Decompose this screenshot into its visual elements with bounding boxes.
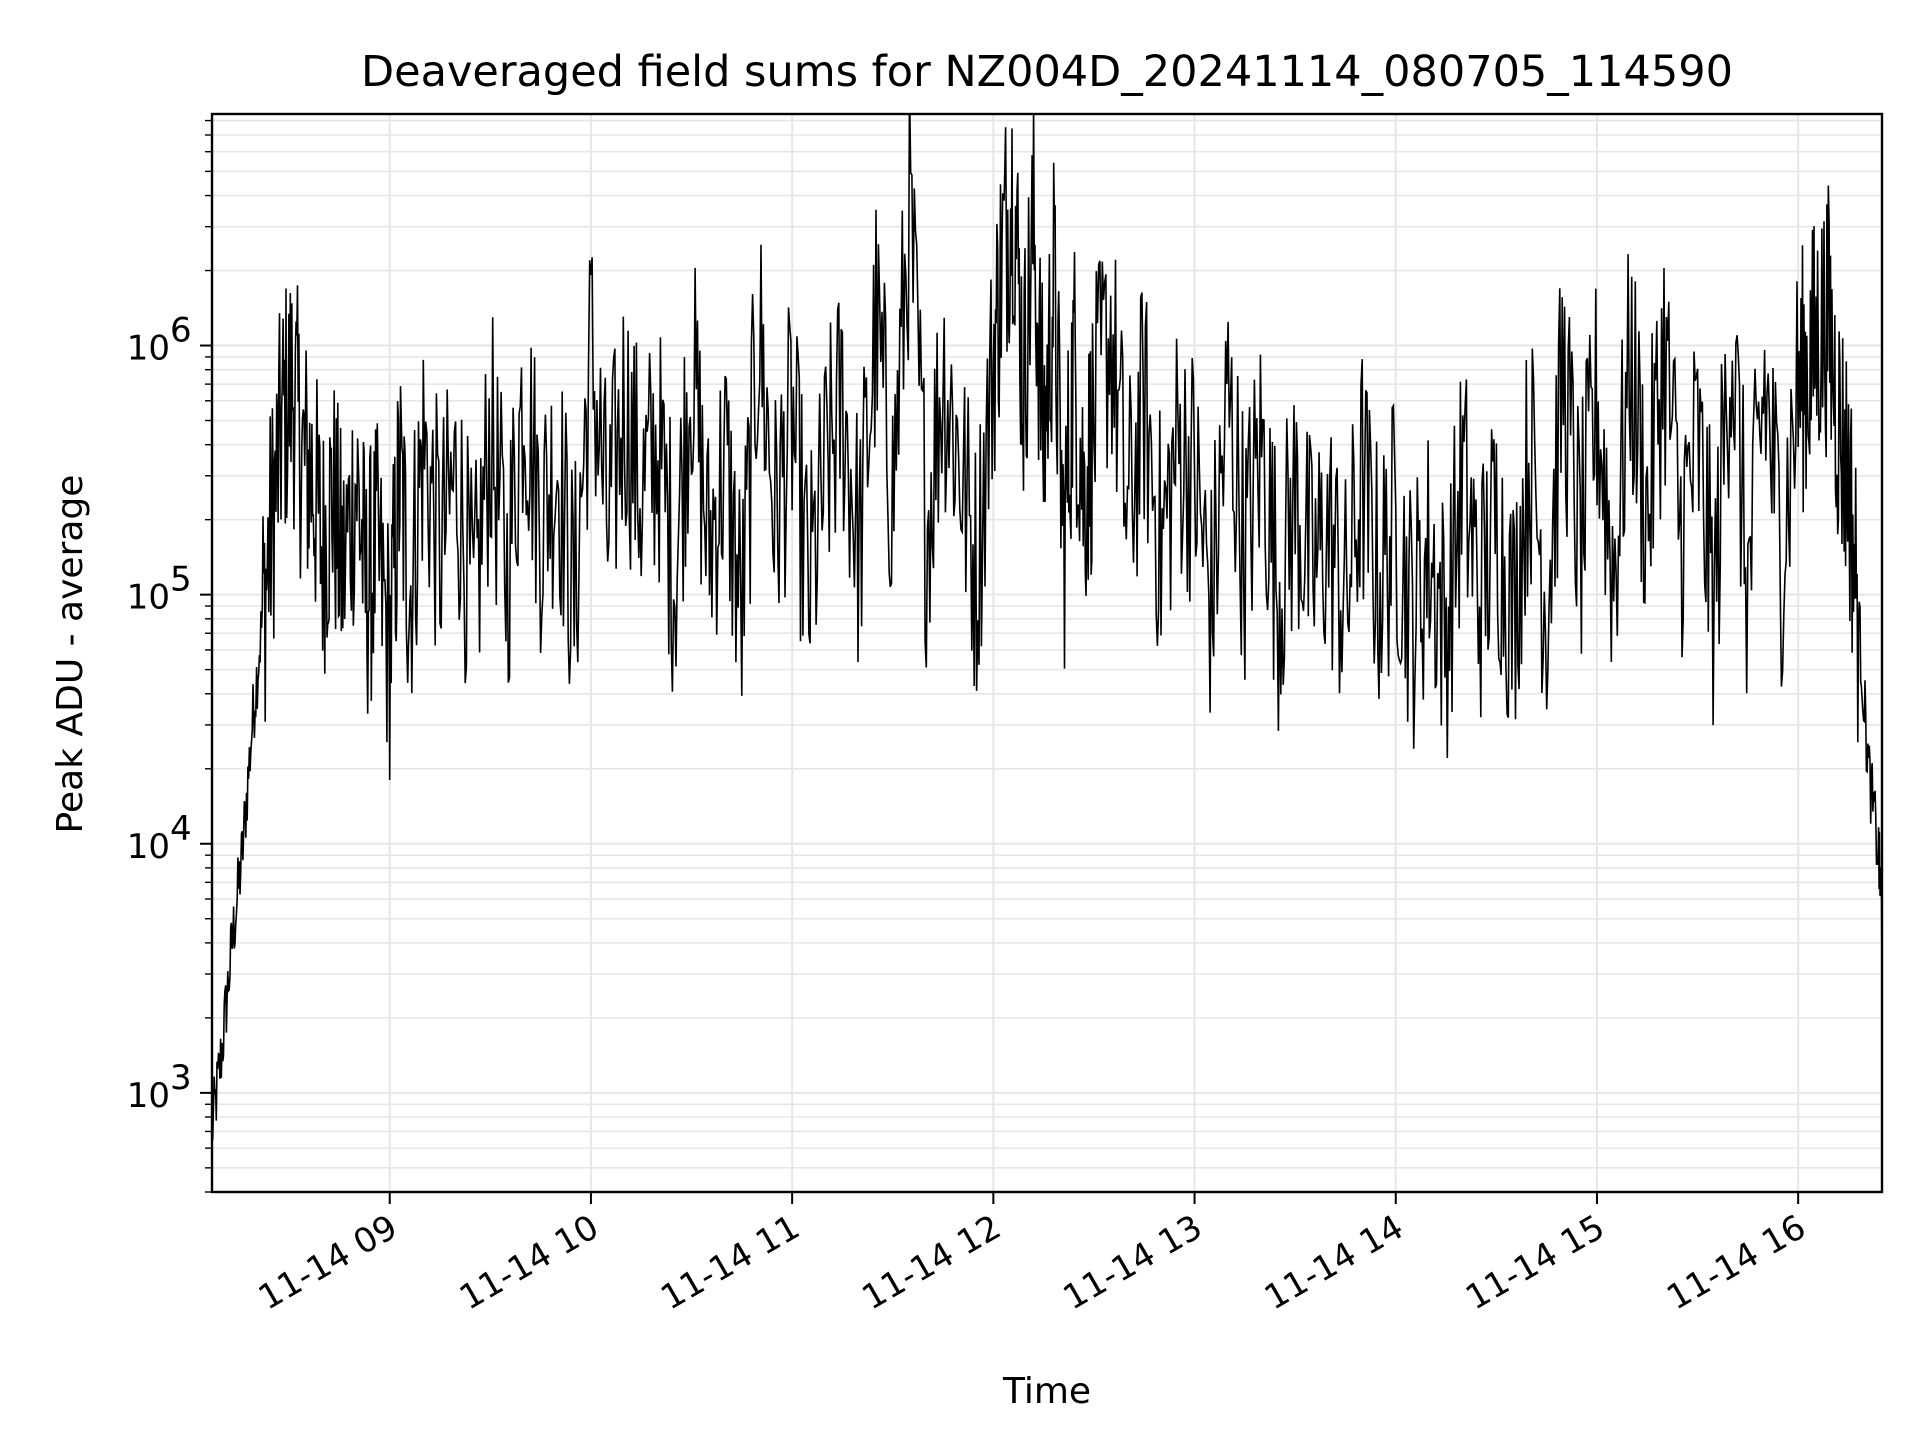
- y-tick-label: 10: [127, 827, 170, 867]
- y-tick-label: 10: [127, 1076, 170, 1116]
- y-tick-label: 10: [127, 329, 170, 369]
- y-tick-exponent: 5: [170, 560, 192, 600]
- chart-title: Deaveraged field sums for NZ004D_2024111…: [361, 47, 1733, 97]
- y-tick-exponent: 3: [170, 1058, 192, 1098]
- y-tick-exponent: 6: [170, 311, 192, 351]
- y-axis-label: Peak ADU - average: [50, 475, 91, 834]
- y-tick-exponent: 4: [170, 809, 192, 849]
- grid: [212, 114, 1882, 1193]
- plot-frame: [210, 112, 1884, 1194]
- x-axis-label: Time: [1002, 1371, 1091, 1412]
- series-line: [212, 114, 1882, 1141]
- y-tick-label: 10: [127, 578, 170, 618]
